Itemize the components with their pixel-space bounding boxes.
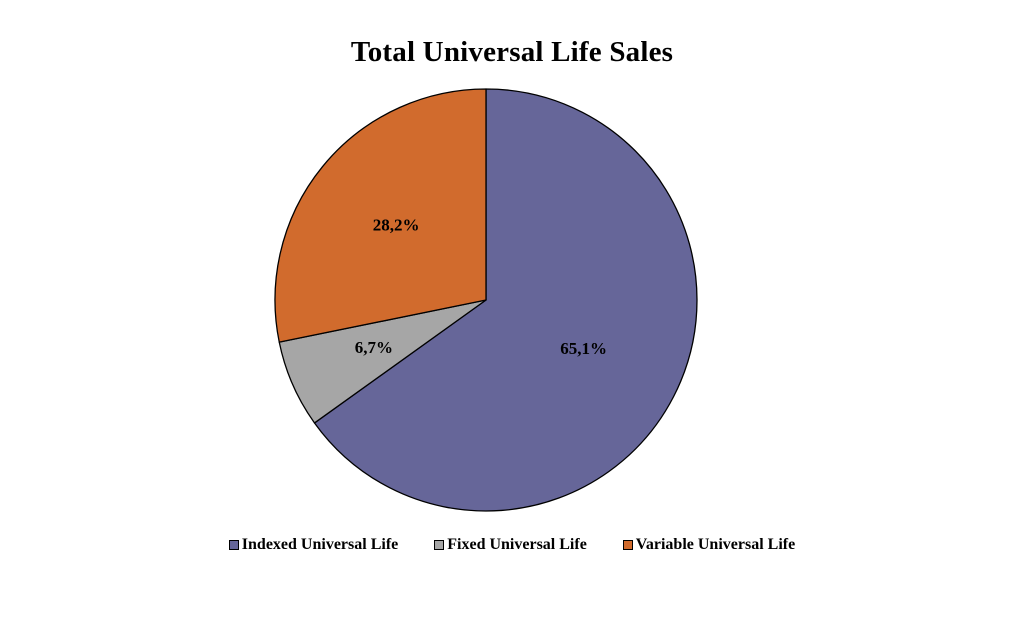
legend-label-variable: Variable Universal Life (635, 536, 796, 553)
chart-legend: Indexed Universal Life Fixed Universal L… (0, 536, 1024, 554)
legend-label-indexed: Indexed Universal Life (241, 536, 399, 553)
legend-swatch-indexed (228, 540, 239, 550)
legend-item-fixed[interactable]: Fixed Universal Life (434, 536, 587, 554)
pie-slices (274, 88, 698, 512)
legend-swatch-variable (622, 540, 633, 550)
legend-item-indexed[interactable]: Indexed Universal Life (228, 536, 399, 554)
pie-slice-indexed[interactable] (313, 88, 698, 512)
chart-title: Total Universal Life Sales (350, 36, 674, 68)
pie-label-variable: 28,2% (373, 215, 420, 234)
pie-slice-variable[interactable] (274, 88, 487, 343)
pie-label-indexed: 65,1% (560, 339, 607, 358)
legend-swatch-fixed (434, 540, 445, 550)
legend-item-variable[interactable]: Variable Universal Life (622, 536, 796, 554)
legend-label-fixed: Fixed Universal Life (447, 536, 587, 553)
pie-label-fixed: 6,7% (355, 338, 393, 357)
pie-labels: 65,1% 6,7% 28,2% (355, 215, 607, 358)
